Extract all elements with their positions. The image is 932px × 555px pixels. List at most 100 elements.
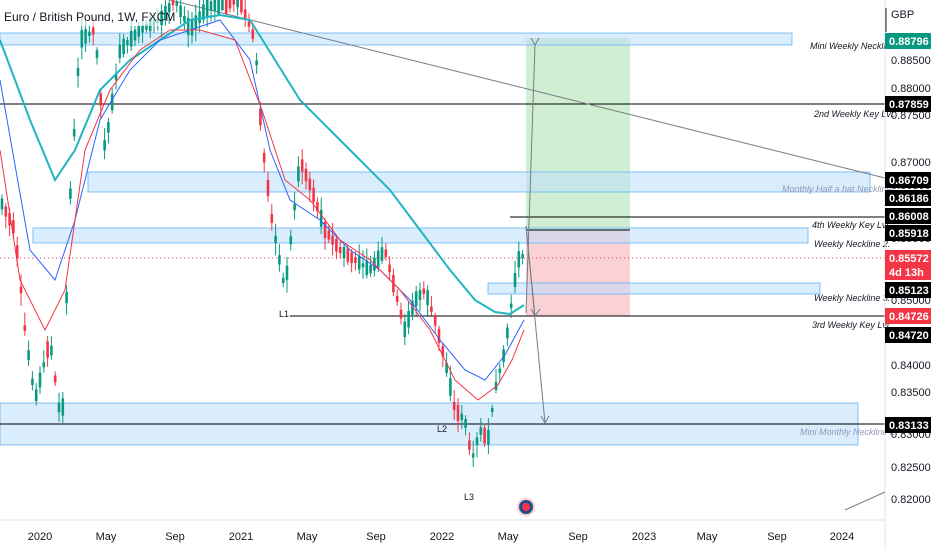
currency-label: GBP bbox=[891, 9, 914, 21]
candle-body bbox=[236, 0, 239, 8]
candle-body bbox=[365, 260, 369, 276]
label-mini-monthly-neckline-2: Mini Monthly Neckline 2 bbox=[800, 427, 895, 437]
candle-body bbox=[243, 9, 247, 19]
price-tag-bg bbox=[885, 172, 931, 188]
scale-drag-line bbox=[844, 491, 886, 511]
candle bbox=[202, 0, 205, 24]
candlestick-series[interactable] bbox=[0, 0, 524, 467]
candle bbox=[399, 302, 403, 325]
time-tick-label: Sep bbox=[767, 531, 787, 543]
time-axis[interactable]: 2020 May Sep 2021 May Sep 2022 May Sep 2023 May Sep… bbox=[28, 531, 854, 543]
candle bbox=[498, 363, 502, 382]
candle bbox=[414, 285, 418, 316]
price-tag-text: 0.86709 bbox=[889, 175, 929, 187]
event-marker-icon[interactable] bbox=[517, 498, 535, 516]
candle-body bbox=[80, 30, 84, 48]
price-tag-text: 0.88796 bbox=[889, 36, 929, 48]
candle-body bbox=[240, 0, 243, 13]
candle-body bbox=[42, 362, 46, 368]
candle-body bbox=[468, 440, 471, 450]
candle-body bbox=[475, 437, 479, 445]
candle-body bbox=[342, 247, 346, 259]
label-weekly-neckline-3: Weekly Neckline 3. bbox=[814, 293, 890, 303]
candle-body bbox=[433, 316, 437, 326]
candle bbox=[338, 240, 342, 259]
candle-body bbox=[61, 398, 65, 416]
candle-body bbox=[449, 378, 452, 396]
candle-body bbox=[376, 250, 380, 268]
projection-arrows[interactable] bbox=[525, 37, 550, 425]
moving-averages[interactable] bbox=[0, 13, 525, 401]
price-tag-bg bbox=[885, 190, 931, 206]
time-tick-label: 2023 bbox=[632, 531, 656, 543]
price-tag-bg bbox=[885, 308, 931, 324]
candle-body bbox=[411, 300, 414, 315]
candle-body bbox=[285, 265, 289, 280]
candle bbox=[357, 244, 361, 275]
candle bbox=[46, 336, 49, 367]
candle-body bbox=[179, 5, 182, 17]
price-tag-bg bbox=[885, 264, 931, 280]
candle bbox=[418, 282, 422, 312]
candle-body bbox=[506, 327, 509, 339]
zone-weekly-neckline-3[interactable] bbox=[487, 282, 821, 295]
label-mini-weekly-neckline: Mini Weekly Neckline bbox=[810, 41, 895, 51]
price-tick-label: 0.88500 bbox=[891, 55, 931, 67]
candle-body bbox=[426, 290, 429, 306]
candle bbox=[266, 171, 270, 202]
candle bbox=[319, 197, 323, 235]
zone-mini-weekly-neckline[interactable] bbox=[0, 32, 793, 46]
candle-body bbox=[338, 247, 342, 254]
price-tick-label: 0.88000 bbox=[891, 83, 931, 95]
price-tag-text: 0.85572 bbox=[889, 253, 929, 265]
candle-body bbox=[422, 288, 426, 294]
price-tag-text: 4d 13h bbox=[889, 267, 924, 279]
candle-body bbox=[487, 429, 490, 445]
candle-body bbox=[464, 419, 467, 428]
price-tag: 0.88796 bbox=[885, 33, 931, 49]
label-4th-weekly-key: 4th Weekly Key Lvl. bbox=[812, 220, 891, 230]
candle-body bbox=[164, 5, 167, 20]
time-tick-label: Sep bbox=[568, 531, 588, 543]
zone-weekly-neckline-2[interactable] bbox=[32, 227, 809, 244]
zone-monthly-half-neckline[interactable] bbox=[87, 171, 871, 193]
candle-body bbox=[281, 277, 285, 283]
price-axis[interactable]: 0.885000.880000.875000.870000.865000.860… bbox=[891, 55, 931, 506]
candle bbox=[456, 398, 460, 432]
candle-body bbox=[8, 213, 11, 226]
candle bbox=[262, 148, 266, 173]
candle-body bbox=[19, 286, 23, 294]
time-tick-label: May bbox=[498, 531, 519, 543]
candle-body bbox=[316, 201, 319, 212]
candle bbox=[422, 281, 426, 300]
time-tick-label: Sep bbox=[165, 531, 185, 543]
candle bbox=[213, 0, 217, 21]
candle-body bbox=[53, 375, 57, 383]
candle-body bbox=[437, 328, 441, 344]
candle-body bbox=[407, 310, 410, 328]
candle-body bbox=[107, 122, 110, 133]
trend-line[interactable] bbox=[169, 0, 886, 179]
price-tag-bg bbox=[885, 33, 931, 49]
position-loss-zone[interactable] bbox=[526, 230, 630, 316]
position-profit-zone[interactable] bbox=[526, 38, 630, 230]
candle bbox=[297, 156, 300, 188]
candle bbox=[464, 415, 467, 436]
candle-body bbox=[190, 19, 194, 36]
candle-body bbox=[312, 187, 315, 203]
symbol-title[interactable]: Euro / British Pound, 1W, FXCM bbox=[4, 10, 175, 24]
candle-body bbox=[251, 29, 255, 39]
candle-body bbox=[12, 220, 15, 234]
price-tag-bg bbox=[885, 250, 931, 266]
price-tag-text: 0.87859 bbox=[889, 99, 929, 111]
label-l3: L3 bbox=[464, 492, 474, 502]
candle-body bbox=[380, 247, 384, 261]
candle-body bbox=[114, 73, 118, 80]
candle-body bbox=[129, 30, 133, 47]
candle-body bbox=[418, 289, 422, 301]
candle bbox=[0, 194, 4, 215]
price-tag-text: 0.86008 bbox=[889, 211, 929, 223]
price-tag-text: 0.84720 bbox=[889, 330, 929, 342]
candle bbox=[331, 222, 334, 256]
